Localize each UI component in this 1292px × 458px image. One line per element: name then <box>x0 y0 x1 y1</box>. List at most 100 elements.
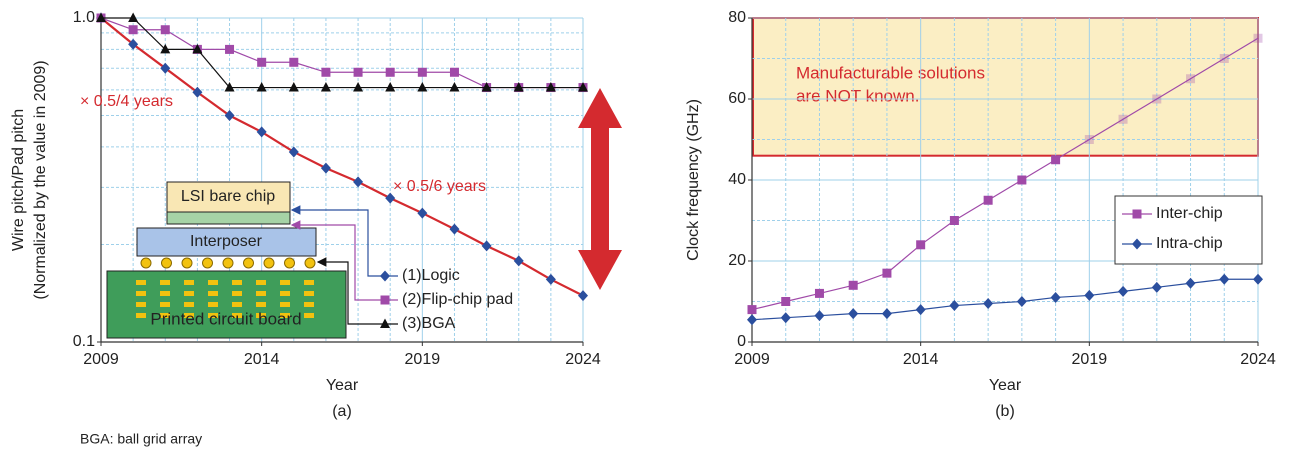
x-tick-label: 2024 <box>565 351 601 368</box>
marker <box>257 82 267 92</box>
marker <box>321 68 330 77</box>
marker <box>514 255 524 266</box>
pad <box>160 302 170 307</box>
double-arrow <box>578 88 622 290</box>
marker <box>418 68 427 77</box>
y-tick-label: 20 <box>728 252 746 269</box>
pad <box>304 302 314 307</box>
y-axis-label: Clock frequency (GHz) <box>685 99 702 261</box>
marker <box>1253 274 1263 285</box>
pad <box>304 280 314 285</box>
y-tick-label: 1.0 <box>73 9 95 26</box>
pad <box>184 302 194 307</box>
y-tick-label: 80 <box>728 9 746 26</box>
marker <box>225 45 234 54</box>
pad <box>256 291 266 296</box>
ball <box>285 258 295 268</box>
series-line <box>101 18 583 88</box>
legend-label: Intra-chip <box>1156 235 1223 252</box>
ball <box>264 258 274 268</box>
marker <box>289 58 298 67</box>
pad <box>256 280 266 285</box>
marker <box>257 58 266 67</box>
marker <box>289 82 299 92</box>
marker <box>781 297 790 306</box>
series-line <box>101 18 583 88</box>
ball <box>305 258 315 268</box>
legend-marker <box>380 271 390 282</box>
pad <box>136 313 146 318</box>
marker <box>353 176 363 187</box>
pad <box>280 302 290 307</box>
ball <box>162 258 172 268</box>
marker <box>386 68 395 77</box>
marker <box>417 208 427 219</box>
marker <box>1051 155 1060 164</box>
marker <box>129 25 138 34</box>
chip-label: LSI bare chip <box>181 188 275 205</box>
ball <box>223 258 233 268</box>
x-tick-label: 2009 <box>83 351 119 368</box>
region-label: Manufacturable solutions <box>796 63 985 82</box>
pad <box>208 280 218 285</box>
marker <box>1118 286 1128 297</box>
marker <box>1017 176 1026 185</box>
pad <box>208 302 218 307</box>
legend-label: (2)Flip-chip pad <box>402 291 513 308</box>
marker <box>161 25 170 34</box>
marker <box>289 146 299 157</box>
y-axis-label: (Normalized by the value in 2009) <box>32 60 49 299</box>
pad <box>160 280 170 285</box>
pad <box>136 291 146 296</box>
marker <box>748 305 757 314</box>
y-axis-label: Wire pitch/Pad pitch <box>10 109 27 251</box>
pad <box>304 313 314 318</box>
marker <box>546 274 556 285</box>
marker <box>950 216 959 225</box>
ball <box>244 258 254 268</box>
legend-label: Inter-chip <box>1156 205 1223 222</box>
marker <box>257 126 267 137</box>
pad <box>280 291 290 296</box>
marker <box>815 289 824 298</box>
marker <box>449 82 459 92</box>
interposer-label: Interposer <box>190 233 263 250</box>
pad <box>256 302 266 307</box>
pad <box>280 280 290 285</box>
ball <box>182 258 192 268</box>
y-tick-label: 60 <box>728 90 746 107</box>
marker <box>321 163 331 174</box>
marker <box>781 312 791 323</box>
marker <box>882 269 891 278</box>
pad <box>136 302 146 307</box>
pad <box>136 280 146 285</box>
caption: (b) <box>995 403 1015 420</box>
x-tick-label: 2014 <box>903 351 939 368</box>
chip-bumps <box>167 212 290 224</box>
marker <box>450 68 459 77</box>
marker <box>449 224 459 235</box>
annotation: × 0.5/4 years <box>80 93 173 110</box>
legend-marker <box>1133 210 1142 219</box>
marker <box>353 82 363 92</box>
series-line <box>752 279 1258 320</box>
pad <box>232 302 242 307</box>
pad <box>184 291 194 296</box>
marker <box>984 196 993 205</box>
marker <box>354 68 363 77</box>
x-tick-label: 2019 <box>1072 351 1108 368</box>
marker <box>1220 54 1229 63</box>
x-tick-label: 2009 <box>734 351 770 368</box>
legend-marker <box>380 319 390 329</box>
marker <box>417 82 427 92</box>
marker <box>482 240 492 251</box>
marker <box>578 290 588 301</box>
pad <box>184 280 194 285</box>
region-label: are NOT known. <box>796 86 919 105</box>
y-tick-label: 0 <box>737 333 746 350</box>
ball <box>141 258 151 268</box>
legend-marker <box>381 296 390 305</box>
x-tick-label: 2019 <box>405 351 441 368</box>
marker <box>849 281 858 290</box>
pad <box>304 291 314 296</box>
